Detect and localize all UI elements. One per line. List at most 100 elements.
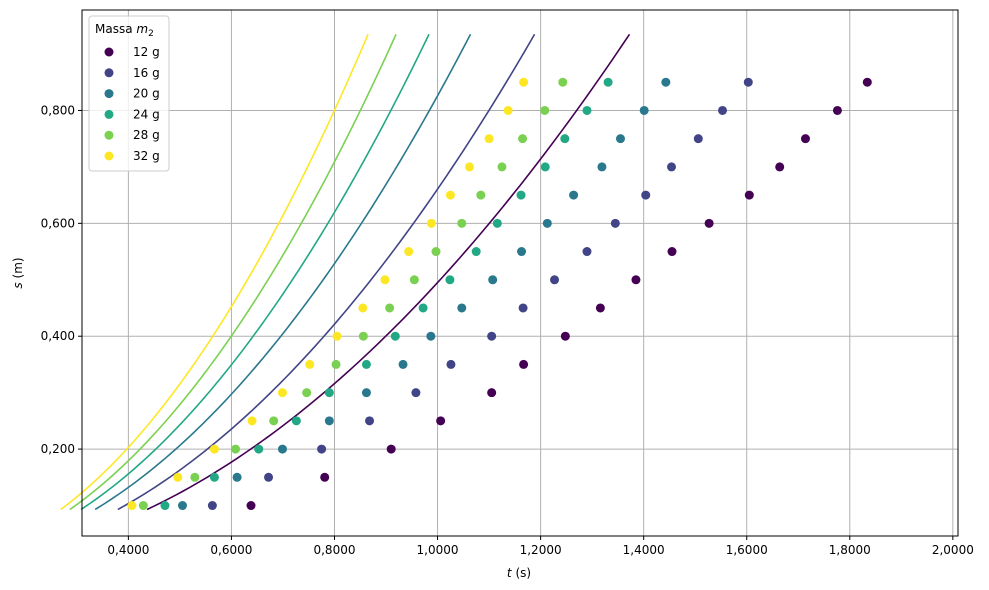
- data-point: [254, 444, 264, 454]
- data-point: [317, 444, 327, 454]
- data-point: [542, 218, 552, 228]
- data-point: [380, 275, 390, 285]
- data-point: [497, 162, 507, 172]
- data-point: [305, 359, 315, 369]
- data-point: [603, 77, 613, 87]
- x-axis-ticks: 0,4000 0,6000 0,8000 1,0000 1,2000 1,4000 1,60…: [107, 536, 974, 557]
- data-point: [518, 134, 528, 144]
- data-point: [409, 275, 419, 285]
- fit-line: [146, 33, 631, 511]
- legend-label: 28 g: [133, 128, 160, 142]
- data-point: [457, 218, 467, 228]
- data-point: [639, 105, 649, 115]
- data-point: [398, 359, 408, 369]
- fit-line: [94, 33, 472, 511]
- data-point: [445, 190, 455, 200]
- data-point: [610, 218, 620, 228]
- data-point: [641, 190, 651, 200]
- data-point: [209, 444, 219, 454]
- data-point: [582, 105, 592, 115]
- data-point: [718, 105, 728, 115]
- data-point: [488, 275, 498, 285]
- data-point: [277, 388, 287, 398]
- legend-label: 20 g: [133, 87, 160, 101]
- legend-label: 24 g: [133, 107, 160, 121]
- y-tick-label: 0,400: [41, 329, 75, 343]
- data-point: [358, 331, 368, 341]
- data-point: [667, 247, 677, 257]
- fit-line: [117, 33, 536, 511]
- data-point: [246, 501, 256, 511]
- data-point: [426, 331, 436, 341]
- data-point: [209, 472, 219, 482]
- data-point: [743, 77, 753, 87]
- x-tick-label: 0,6000: [210, 543, 252, 557]
- data-point: [291, 416, 301, 426]
- data-point: [704, 218, 714, 228]
- data-point: [390, 331, 400, 341]
- y-tick-label: 0,600: [41, 216, 75, 230]
- data-point: [231, 444, 241, 454]
- data-point: [418, 303, 428, 313]
- data-point: [800, 134, 810, 144]
- legend: Massa m2 12 g 16 g 20 g 24 g 28 g 32 g: [88, 15, 170, 172]
- y-axis-label: s (m): [11, 257, 25, 288]
- data-point: [404, 247, 414, 257]
- data-point: [302, 388, 312, 398]
- legend-marker: [104, 68, 114, 78]
- legend-label: 12 g: [133, 45, 160, 59]
- data-point: [615, 134, 625, 144]
- data-point: [693, 134, 703, 144]
- data-point: [560, 134, 570, 144]
- data-point: [446, 359, 456, 369]
- data-point: [160, 501, 170, 511]
- x-axis-label: t (s): [507, 566, 531, 580]
- fit-line: [69, 33, 397, 511]
- x-tick-label: 0,8000: [313, 543, 355, 557]
- data-point: [862, 77, 872, 87]
- data-point: [518, 303, 528, 313]
- legend-marker: [104, 47, 114, 57]
- data-point: [569, 190, 579, 200]
- data-point: [519, 359, 529, 369]
- data-point: [631, 275, 641, 285]
- fit-line: [80, 33, 430, 511]
- data-point: [138, 501, 148, 511]
- data-point: [560, 331, 570, 341]
- data-point: [324, 388, 334, 398]
- data-point: [431, 247, 441, 257]
- data-point: [232, 472, 242, 482]
- x-tick-label: 2,0000: [932, 543, 974, 557]
- data-point: [436, 416, 446, 426]
- x-tick-label: 1,8000: [829, 543, 871, 557]
- data-point: [385, 303, 395, 313]
- legend-items: 12 g 16 g 20 g 24 g 28 g 32 g: [104, 45, 160, 163]
- data-point: [471, 247, 481, 257]
- data-point: [595, 303, 605, 313]
- data-point: [661, 77, 671, 87]
- data-point: [487, 388, 497, 398]
- data-point: [324, 416, 334, 426]
- data-point: [465, 162, 475, 172]
- grid: [82, 10, 958, 536]
- data-point: [361, 359, 371, 369]
- y-axis-ticks: 0,200 0,400 0,600 0,800: [41, 103, 82, 456]
- data-point: [173, 472, 183, 482]
- data-points: [127, 77, 872, 511]
- data-point: [445, 275, 455, 285]
- data-point: [484, 134, 494, 144]
- data-point: [411, 388, 421, 398]
- data-point: [331, 359, 341, 369]
- data-point: [540, 105, 550, 115]
- legend-marker: [104, 130, 114, 140]
- data-point: [832, 105, 842, 115]
- data-point: [190, 472, 200, 482]
- data-point: [247, 416, 257, 426]
- y-tick-label: 0,200: [41, 442, 75, 456]
- plot-frame: [81, 9, 959, 537]
- data-point: [277, 444, 287, 454]
- data-point: [516, 190, 526, 200]
- y-tick-label: 0,800: [41, 103, 75, 117]
- x-tick-label: 1,2000: [520, 543, 562, 557]
